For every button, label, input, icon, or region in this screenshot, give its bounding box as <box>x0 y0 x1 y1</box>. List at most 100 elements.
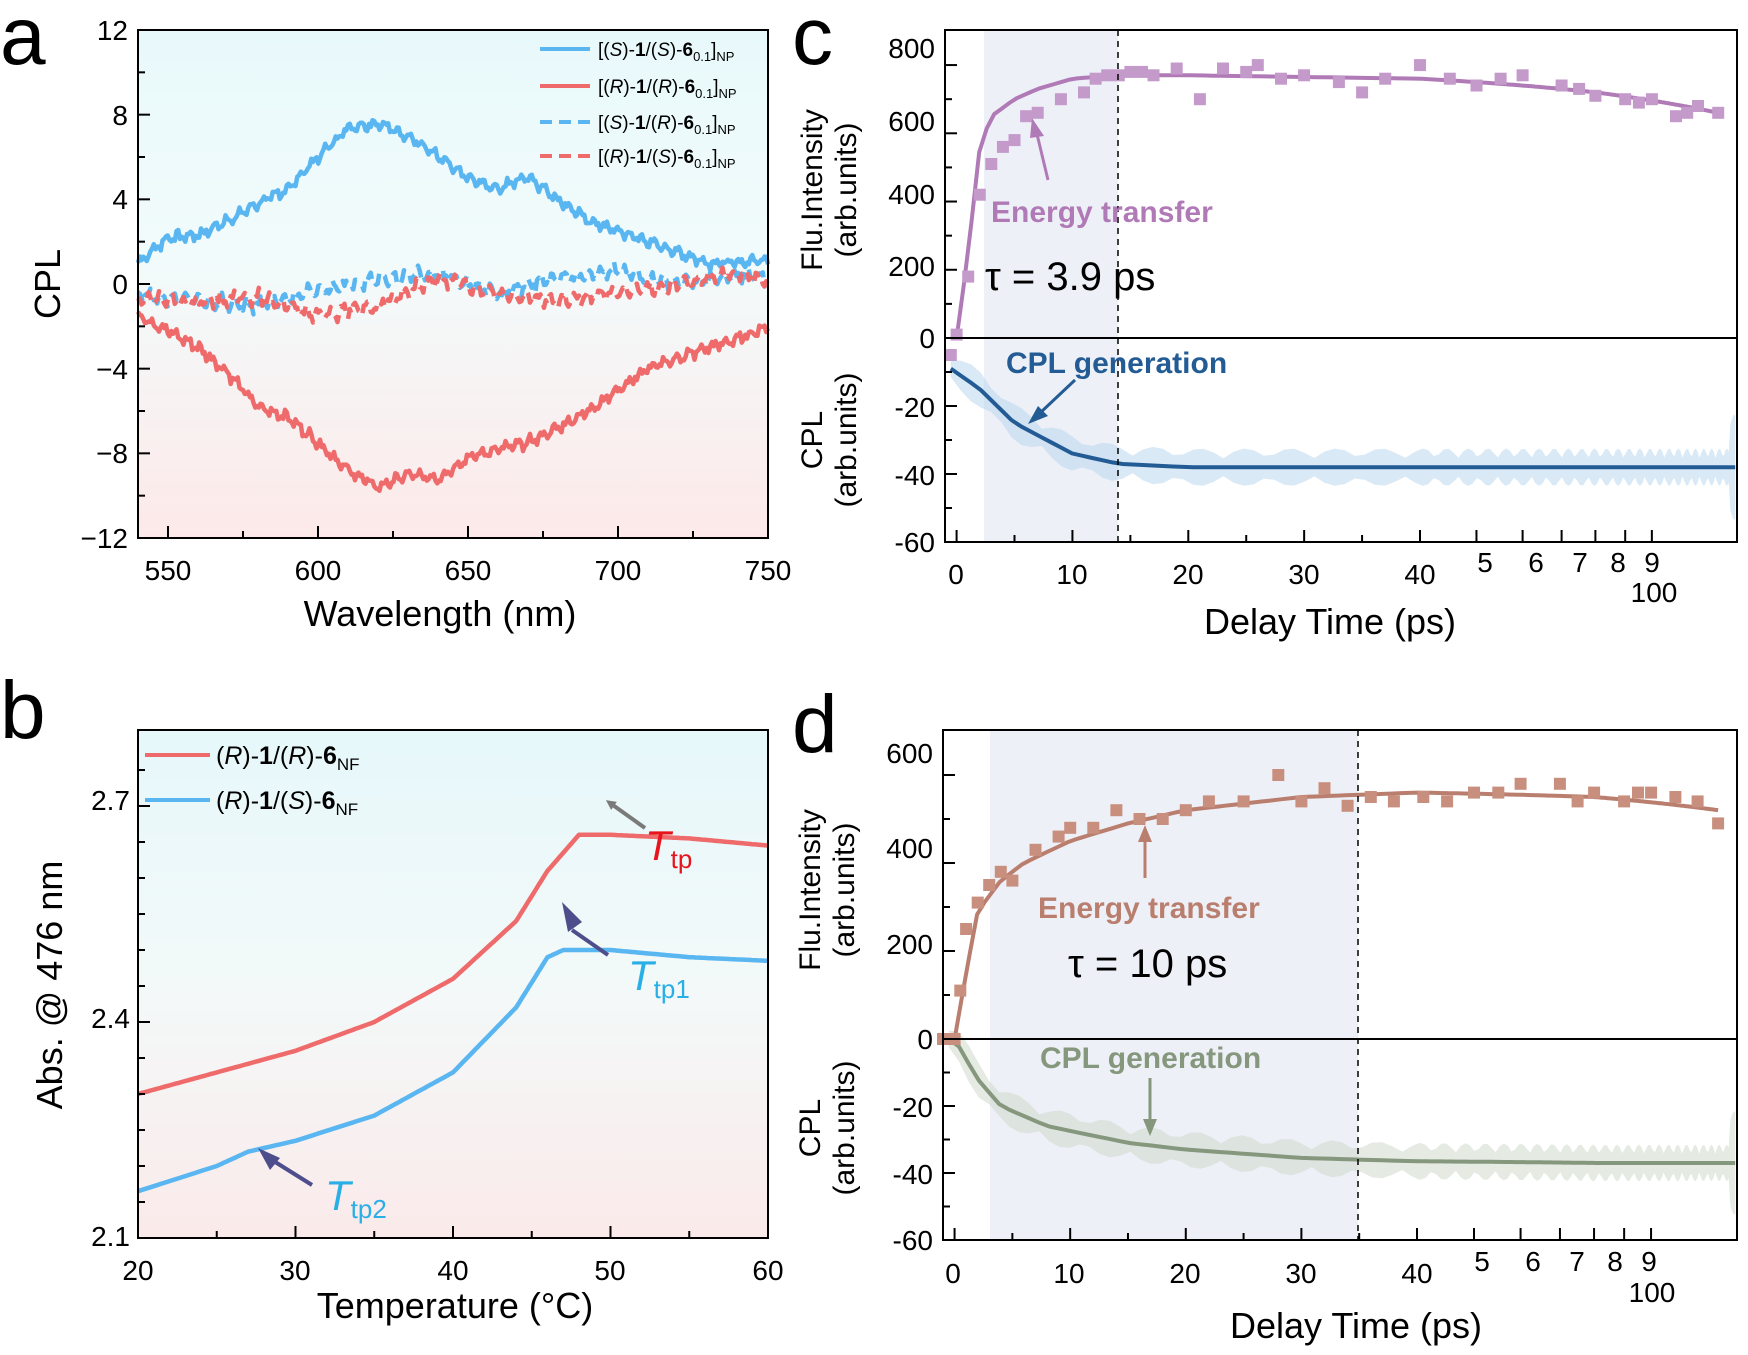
c-cpl-generation-label: CPL generation <box>1006 347 1227 380</box>
c-ytick-label: 200 <box>888 251 935 282</box>
d-data-point <box>1645 786 1658 799</box>
d-cpl-generation-label: CPL generation <box>1040 1042 1261 1075</box>
d-xtick-label: 30 <box>1285 1258 1316 1289</box>
c-data-point <box>1379 72 1392 85</box>
c-logtick-label: 9 <box>1644 547 1660 578</box>
a-series-dashed-4 <box>136 265 770 325</box>
d-ytick-label: -20 <box>893 1092 933 1123</box>
c-ytick-label: -40 <box>895 460 935 491</box>
c-logtick-label: 6 <box>1528 547 1544 578</box>
panel-d-ticks <box>943 774 1653 1241</box>
c-ytick-label: 400 <box>888 179 935 210</box>
c-data-point <box>996 140 1009 153</box>
d-data-point <box>1588 786 1601 799</box>
legend-entry-b1: (R)-1/(R)-6NF <box>216 742 360 774</box>
d-data-point <box>1514 777 1527 790</box>
d-data-point <box>1492 786 1505 799</box>
c-logtick-label: 7 <box>1572 547 1588 578</box>
ttp1-arrow <box>570 928 610 957</box>
d-data-point <box>1110 804 1123 817</box>
c-data-point <box>1356 86 1369 99</box>
d-data-point <box>1571 795 1584 808</box>
c-data-point <box>1516 69 1529 82</box>
d-data-point <box>1364 791 1377 803</box>
d-ytick-label: -60 <box>893 1225 933 1256</box>
c-data-point <box>1632 96 1645 109</box>
d-logtick-label: 8 <box>1607 1246 1623 1277</box>
d-data-point <box>983 879 996 891</box>
a-ytick-label: −8 <box>96 438 128 469</box>
panel-d-frame <box>942 729 1738 1241</box>
a-x-axis-title: Wavelength (nm) <box>304 593 577 634</box>
c-data-point <box>1136 65 1148 78</box>
c-xtick-label: 30 <box>1288 559 1319 590</box>
panel-c-ticks <box>945 64 1653 543</box>
d-x-axis-title: Delay Time (ps) <box>1230 1305 1482 1346</box>
c-ylabel-top-line2: (arb.units) <box>830 122 863 257</box>
ttp1-arrow-head <box>562 902 582 932</box>
d-ytick-label: 0 <box>917 1024 933 1055</box>
d-data-point <box>1618 795 1631 808</box>
d-ylabel-top-line2: (arb.units) <box>828 822 861 957</box>
c-cpl-arrow <box>1038 378 1077 415</box>
panel-d: 600 400 200 0 -20 -40 -60 0 10 20 30 40 … <box>794 729 1738 1346</box>
a-ytick-label: 12 <box>97 15 128 46</box>
a-ytick-label: −4 <box>96 354 128 385</box>
legend-entry-a2: [(R)-1/(R)-60.1]NP <box>598 77 737 101</box>
d-energy-transfer-label: Energy transfer <box>1038 892 1260 925</box>
c-data-point <box>1089 72 1102 85</box>
d-ytick-label: 200 <box>886 929 933 960</box>
a-xtick-label: 550 <box>145 555 192 586</box>
d-data-point <box>1669 791 1682 803</box>
c-data-point <box>1589 89 1602 102</box>
d-data-point <box>1052 830 1065 843</box>
d-cpl-band <box>948 1030 1736 1215</box>
d-data-point <box>1712 817 1725 830</box>
legend-entry-a3: [(S)-1/(R)-60.1]NP <box>598 113 736 137</box>
c-data-point <box>1555 79 1568 92</box>
d-logtick-label: 9 <box>1641 1246 1657 1277</box>
ttp2-arrow-head <box>258 1148 280 1170</box>
d-logtick-label: 6 <box>1525 1246 1541 1277</box>
c-cpl-arrow-head <box>1028 406 1048 424</box>
d-data-point <box>1133 813 1146 825</box>
a-ytick-label: 4 <box>112 184 128 215</box>
legend-entry-b2: (R)-1/(S)-6NF <box>216 787 358 819</box>
panel-b-legend: (R)-1/(R)-6NF (R)-1/(S)-6NF <box>145 742 360 819</box>
c-energy-arrow-head <box>1030 118 1044 138</box>
ttp-label: Ttp <box>645 822 692 874</box>
c-data-point <box>1251 59 1264 72</box>
d-data-point <box>1202 795 1215 808</box>
b-xtick-label: 60 <box>752 1255 783 1286</box>
c-data-point <box>1573 82 1586 95</box>
c-x-axis-title: Delay Time (ps) <box>1204 601 1456 642</box>
c-data-point <box>1170 62 1183 75</box>
panel-c: 800 600 400 200 0 -20 -40 -60 0 10 20 30… <box>796 29 1738 642</box>
c-ylabel-top-line1: Flu.Intensity <box>796 109 829 271</box>
c-data-point <box>1112 69 1125 82</box>
c-data-point <box>1692 100 1704 112</box>
c-xtick-label: 20 <box>1172 559 1203 590</box>
c-logtick-label: 5 <box>1477 547 1493 578</box>
d-fluorescence-fit-line <box>952 790 1719 1040</box>
d-data-point <box>954 984 967 997</box>
d-data-point <box>971 896 984 909</box>
c-data-point <box>1020 110 1033 123</box>
d-cpl-fit-line <box>947 1037 1736 1165</box>
c-data-point <box>1124 65 1137 78</box>
d-ylabel-top-line1: Flu.Intensity <box>794 809 827 971</box>
d-data-point <box>1006 874 1019 887</box>
d-data-point <box>1417 791 1430 803</box>
panel-b-plot-area <box>137 832 769 1194</box>
b-xtick-label: 50 <box>594 1255 625 1286</box>
panel-label-c: c <box>792 0 833 82</box>
panel-b: 2.7 2.4 2.1 20 30 40 50 60 Temperature (… <box>29 729 784 1326</box>
c-data-point <box>1470 79 1483 92</box>
d-ylabel-bot-line2: (arb.units) <box>828 1060 861 1195</box>
d-data-point <box>1553 777 1566 790</box>
c-data-point <box>1275 72 1287 85</box>
b-xtick-label: 40 <box>437 1255 468 1286</box>
d-tau-label: τ = 10 ps <box>1068 942 1227 986</box>
c-data-point <box>1054 93 1067 106</box>
